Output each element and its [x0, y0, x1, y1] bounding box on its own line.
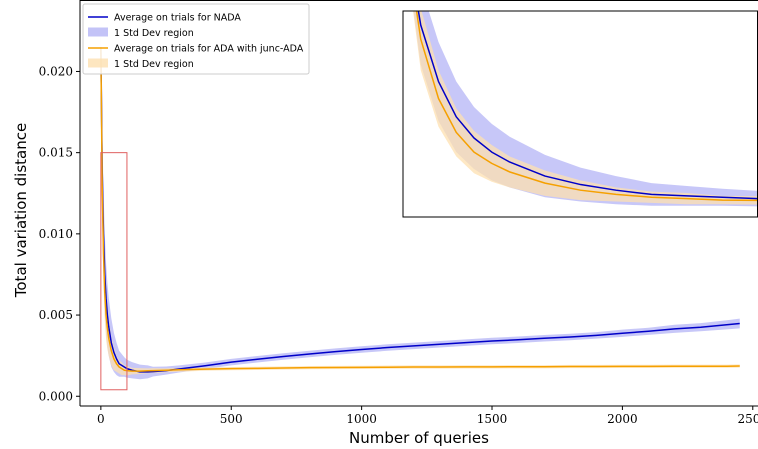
y-tick-label: 0.005 [39, 308, 73, 322]
legend-band-swatch [88, 58, 108, 68]
y-axis-title: Total variation distance [12, 123, 30, 298]
y-tick-label: 0.000 [39, 389, 73, 403]
x-tick-label: 0 [97, 412, 105, 426]
zoom-region-rect [100, 152, 128, 391]
legend-band-swatch [88, 27, 108, 37]
legend-label: Average on trials for ADA with junc-ADA [114, 44, 304, 55]
x-tick-label: 1000 [346, 412, 377, 426]
main-series-line-2 [100, 47, 740, 372]
x-tick-label: 2000 [607, 412, 638, 426]
legend-label: 1 Std Dev region [114, 59, 194, 70]
x-tick-label: 1500 [477, 412, 508, 426]
legend: Average on trials for NADA 1 Std Dev regi… [82, 3, 310, 75]
x-tick-label: 500 [220, 412, 243, 426]
y-tick-label: 0.010 [39, 227, 73, 241]
inset-series-line-1 [417, 11, 758, 200]
legend-box [82, 3, 310, 75]
main-plot-layer [100, 30, 740, 391]
legend-label: 1 Std Dev region [114, 28, 194, 39]
x-axis-title: Number of queries [349, 429, 489, 447]
legend-label: Average on trials for NADA [114, 13, 241, 24]
inset-plot-layer [413, 11, 758, 207]
main-series-line-1 [100, 47, 740, 373]
y-tick-label: 0.015 [39, 146, 73, 160]
inset-series-line-2 [415, 11, 758, 202]
y-tick-label: 0.020 [39, 64, 73, 78]
